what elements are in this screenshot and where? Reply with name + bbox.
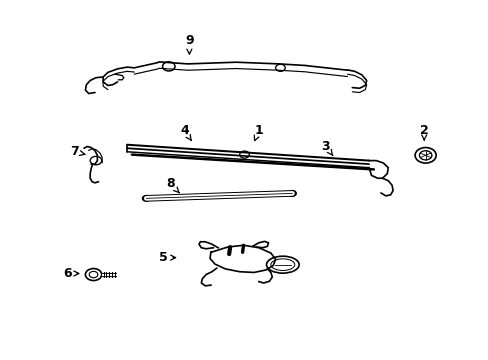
Text: 7: 7 [70, 145, 84, 158]
Circle shape [288, 190, 296, 196]
Text: 1: 1 [254, 124, 263, 141]
Circle shape [142, 195, 150, 201]
Text: 6: 6 [63, 267, 79, 280]
Text: 8: 8 [165, 177, 179, 193]
Text: 5: 5 [158, 251, 175, 264]
Text: 4: 4 [180, 124, 191, 140]
Text: 3: 3 [321, 140, 332, 156]
Text: 2: 2 [419, 124, 427, 140]
Text: 9: 9 [184, 34, 193, 54]
